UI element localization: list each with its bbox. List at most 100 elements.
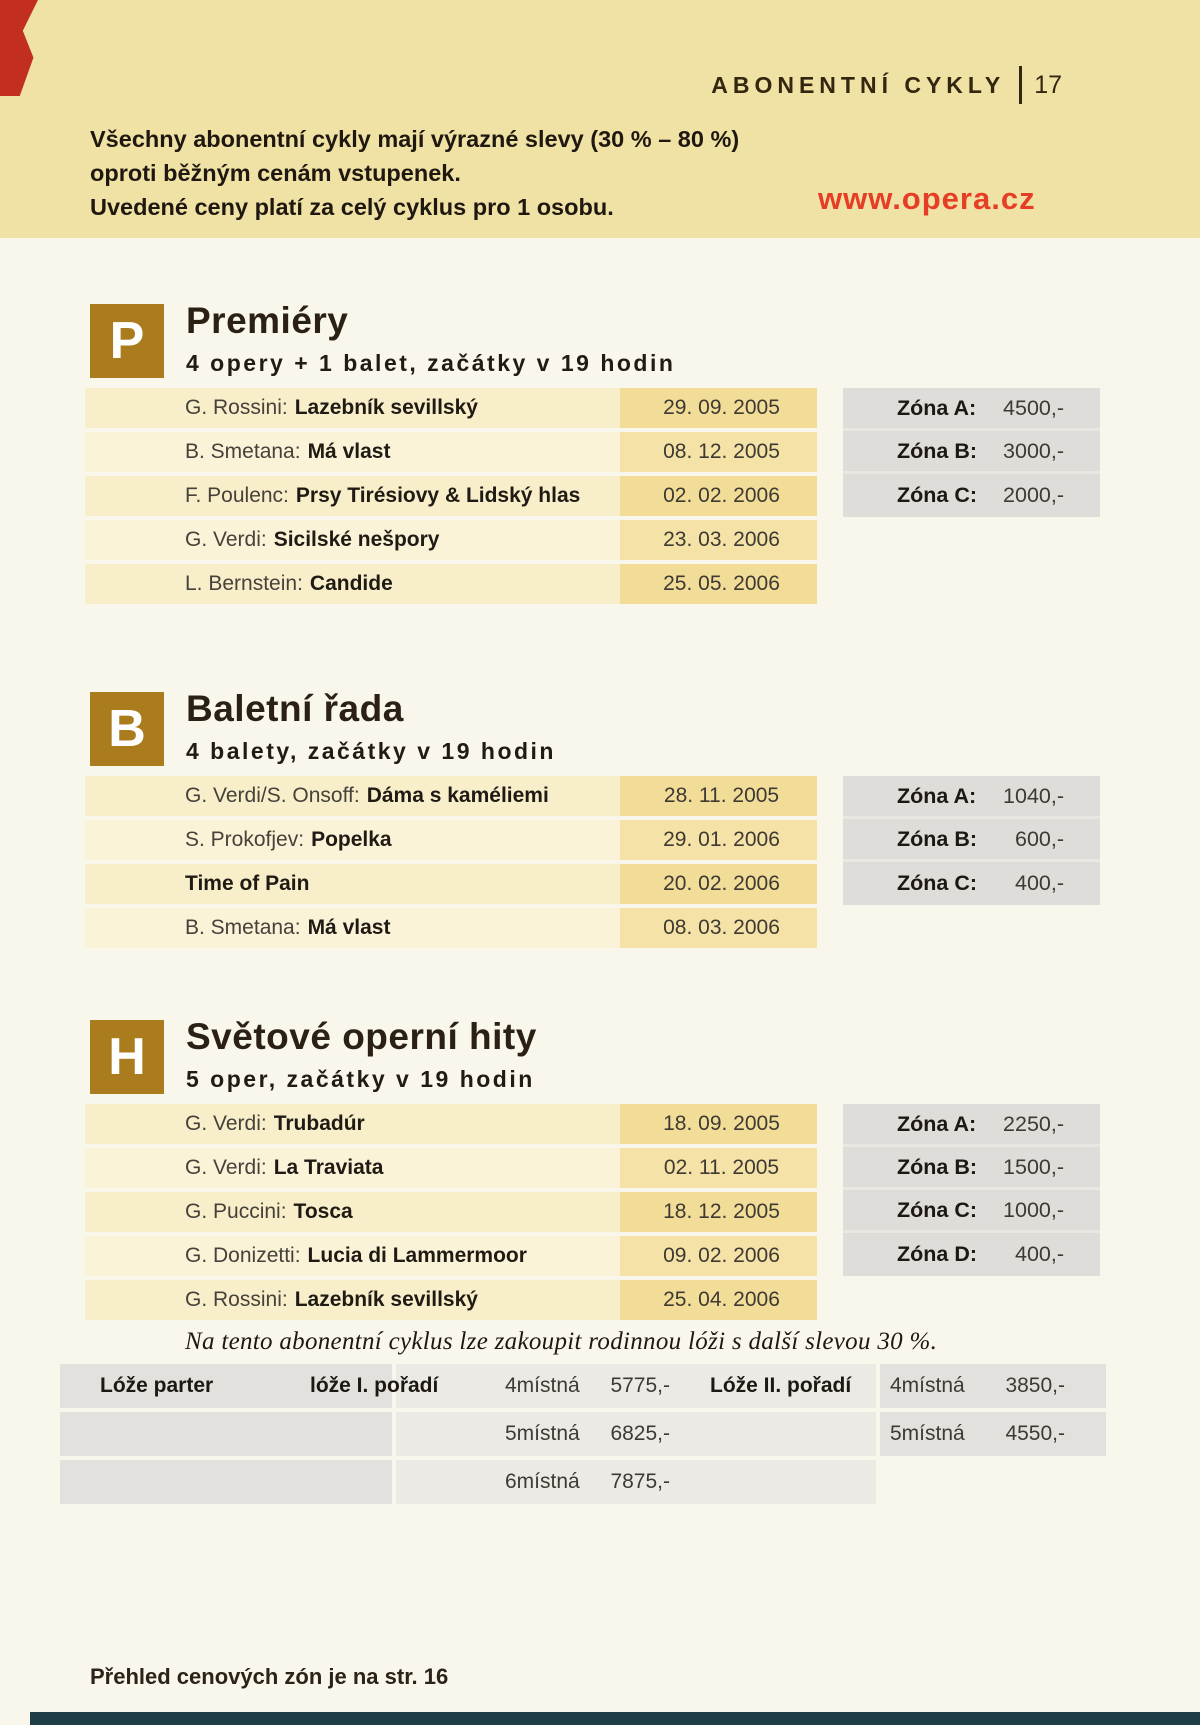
event-date: 08. 12. 2005 (620, 432, 817, 472)
footer-note: Přehled cenových zón je na str. 16 (90, 1664, 449, 1689)
loge-row-shade (880, 1364, 1106, 1408)
intro-line: Všechny abonentní cykly mají výrazné sle… (90, 126, 740, 152)
zone-label: Zóna D: (897, 1242, 978, 1266)
event-work: Prsy Tirésiovy & Lidský hlas (295, 484, 581, 507)
zone-row: Zóna A: 4500,- (843, 388, 1100, 431)
zone-row: Zóna B: 600,- (843, 819, 1100, 862)
header-divider (1019, 66, 1023, 104)
page-number: 17 (1034, 70, 1062, 99)
event-composer: G. Rossini: (185, 396, 288, 419)
event-composer: G. Verdi: (185, 1112, 267, 1135)
scan-bottom-edge (30, 1712, 1200, 1725)
loge-seat-count: 5místná (890, 1422, 965, 1445)
zone-label: Zóna B: (897, 1154, 978, 1179)
event-composer: L. Bernstein: (185, 572, 303, 595)
event-date: 25. 04. 2006 (620, 1280, 817, 1320)
section-letter-badge: H (90, 1020, 164, 1094)
section-letter: H (108, 1028, 146, 1086)
event-date: 02. 11. 2005 (620, 1148, 817, 1188)
event-work: Lazebník sevillský (294, 1288, 478, 1311)
event-row: G. Puccini: Tosca 18. 12. 2005 (85, 1192, 817, 1232)
zone-label: Zóna C: (897, 483, 978, 507)
event-name-cell: G. Rossini: Lazebník sevillský (85, 388, 620, 428)
loge-price-table: Lóže parter lóže I. pořadí 4místná 5775,… (60, 1364, 1106, 1508)
event-work: Trubadúr (273, 1112, 365, 1135)
loge-price: 7875,- (610, 1470, 670, 1493)
loge-row-shade (60, 1412, 392, 1456)
event-date: 18. 12. 2005 (620, 1192, 817, 1232)
event-date: 08. 03. 2006 (620, 908, 817, 948)
event-table: G. Rossini: Lazebník sevillský 29. 09. 20… (85, 388, 817, 608)
event-row: S. Prokofjev: Popelka 29. 01. 2006 (85, 820, 817, 860)
loge-first-tier-label: lóže I. pořadí (310, 1374, 439, 1397)
event-date: 25. 05. 2006 (620, 564, 817, 604)
loge-price: 3850,- (1005, 1374, 1065, 1397)
event-composer: B. Smetana: (185, 916, 301, 939)
zone-price: 4500,- (1003, 395, 1064, 420)
zone-label: Zóna B: (897, 438, 978, 463)
event-date: 28. 11. 2005 (620, 776, 817, 816)
event-composer: B. Smetana: (185, 440, 301, 463)
loge-price: 6825,- (610, 1422, 670, 1445)
event-work: Sicilské nešpory (273, 528, 440, 551)
zone-price: 3000,- (1003, 438, 1064, 463)
event-composer: G. Puccini: (185, 1200, 287, 1223)
header-band (0, 0, 1200, 238)
loge-row-shade (60, 1460, 392, 1504)
event-work: Lazebník sevillský (294, 396, 478, 419)
section-subtitle: 5 oper, začátky v 19 hodin (186, 1066, 535, 1092)
event-row: Time of Pain 20. 02. 2006 (85, 864, 817, 904)
zone-label: Zóna A: (897, 1111, 977, 1136)
loge-parter-label: Lóže parter (100, 1374, 214, 1397)
event-work: Candide (309, 572, 393, 595)
event-work: Lucia di Lammermoor (307, 1244, 527, 1267)
event-name-cell: Time of Pain (85, 864, 620, 904)
event-composer: G. Donizetti: (185, 1244, 301, 1267)
loge-row-shade (880, 1412, 1106, 1456)
event-row: G. Donizetti: Lucia di Lammermoor 09. 02.… (85, 1236, 817, 1276)
zone-row: Zóna B: 3000,- (843, 431, 1100, 474)
website-url: www.opera.cz (818, 181, 1036, 216)
zone-label: Zóna C: (897, 1197, 978, 1222)
event-row: B. Smetana: Má vlast 08. 12. 2005 (85, 432, 817, 472)
zone-price: 2000,- (1003, 483, 1064, 507)
loge-row: 6místná 7875,- (60, 1460, 1106, 1504)
event-work: Popelka (311, 828, 392, 851)
loge-row: 5místná 6825,- 5místná 4550,- (60, 1412, 1106, 1456)
zone-price: 1000,- (1003, 1197, 1064, 1222)
event-table: G. Verdi: Trubadúr 18. 09. 2005 G. Verdi:… (85, 1104, 817, 1324)
zone-row: Zóna A: 1040,- (843, 776, 1100, 819)
event-composer: S. Prokofjev: (185, 828, 305, 851)
event-composer: G. Verdi: (185, 528, 267, 551)
event-row: G. Rossini: Lazebník sevillský 25. 04. 20… (85, 1280, 817, 1320)
zone-price-box: Zóna A: 2250,- Zóna B: 1500,- Zóna C: 10… (843, 1104, 1100, 1276)
section-subtitle: 4 opery + 1 balet, začátky v 19 hodin (186, 350, 676, 376)
family-discount-note: Na tento abonentní cyklus lze zakoupit r… (185, 1328, 938, 1355)
event-name-cell: G. Verdi: Trubadúr (85, 1104, 620, 1144)
event-name-cell: G. Rossini: Lazebník sevillský (85, 1280, 620, 1320)
loge-row-shade (396, 1364, 876, 1408)
loge-seat-count: 5místná (505, 1422, 580, 1445)
loge-seat-count: 4místná (890, 1374, 965, 1397)
zone-price: 400,- (1014, 871, 1064, 895)
zone-price-box: Zóna A: 1040,- Zóna B: 600,- Zóna C: 400… (843, 776, 1100, 905)
zone-price-box: Zóna A: 4500,- Zóna B: 3000,- Zóna C: 20… (843, 388, 1100, 517)
loge-row-shade (60, 1364, 392, 1408)
event-row: F. Poulenc: Prsy Tirésiovy & Lidský hlas … (85, 476, 817, 516)
event-name-cell: G. Puccini: Tosca (85, 1192, 620, 1232)
section-letter-badge: P (90, 304, 164, 378)
loge-row: Lóže parter lóže I. pořadí 4místná 5775,… (60, 1364, 1106, 1408)
event-name-cell: B. Smetana: Má vlast (85, 908, 620, 948)
event-work: Time of Pain (185, 872, 310, 895)
event-name-cell: G. Verdi/S. Onsoff: Dáma s kaméliemi (85, 776, 620, 816)
loge-seat-count: 4místná (505, 1374, 580, 1397)
loge-row-shade (396, 1460, 876, 1504)
zone-price: 2250,- (1003, 1111, 1064, 1136)
zone-label: Zóna A: (897, 395, 977, 420)
event-work: Tosca (293, 1200, 353, 1223)
event-work: Dáma s kaméliemi (366, 784, 549, 807)
event-name-cell: G. Donizetti: Lucia di Lammermoor (85, 1236, 620, 1276)
event-row: L. Bernstein: Candide 25. 05. 2006 (85, 564, 817, 604)
event-date: 29. 01. 2006 (620, 820, 817, 860)
